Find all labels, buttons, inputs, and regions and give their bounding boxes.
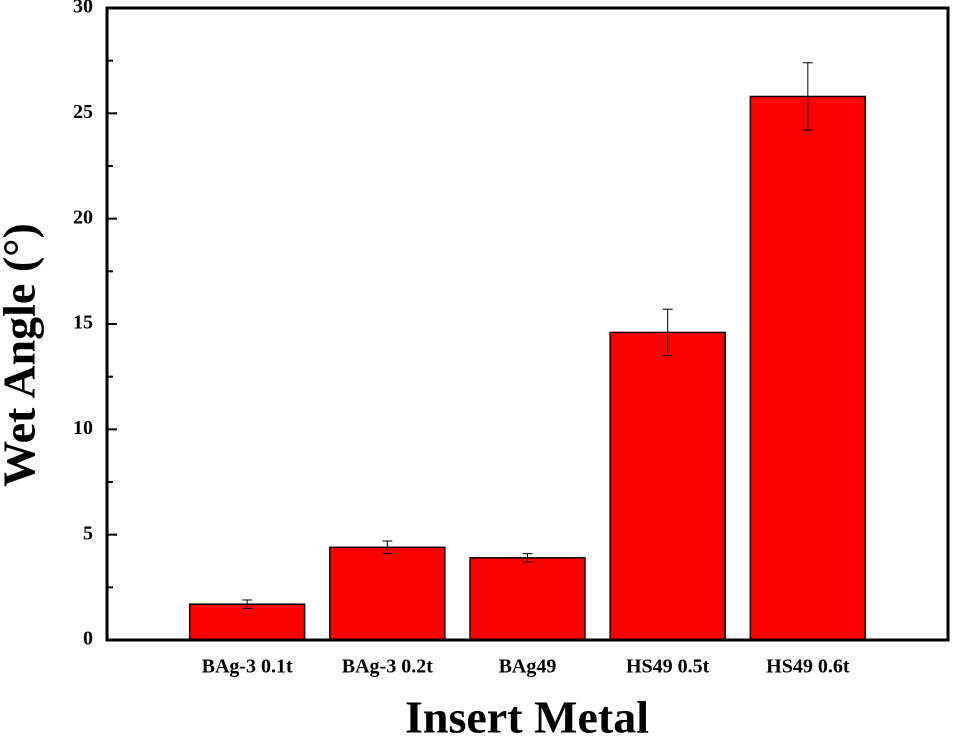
y-axis-title: Wet Angle (°)	[0, 223, 45, 487]
x-tick-label: BAg49	[499, 656, 557, 678]
x-tick-label: BAg-3 0.1t	[202, 656, 293, 678]
bar	[469, 557, 586, 641]
y-tick-label: 30	[73, 0, 93, 18]
bar	[749, 95, 867, 641]
y-tick-label: 15	[73, 312, 93, 334]
x-axis-title: Insert Metal	[405, 692, 649, 743]
y-tick-label: 5	[83, 522, 93, 544]
bar	[188, 603, 306, 641]
bar	[329, 546, 446, 641]
x-tick-label: HS49 0.5t	[626, 656, 710, 678]
x-tick-label: HS49 0.6t	[766, 656, 850, 678]
y-tick-label: 25	[73, 101, 93, 123]
y-tick-label: 10	[73, 417, 93, 439]
x-tick-label: BAg-3 0.2t	[342, 656, 433, 678]
y-tick-label: 20	[73, 206, 93, 228]
bar	[609, 331, 726, 641]
plot-frame	[105, 6, 950, 642]
y-tick-label: 0	[83, 628, 93, 650]
